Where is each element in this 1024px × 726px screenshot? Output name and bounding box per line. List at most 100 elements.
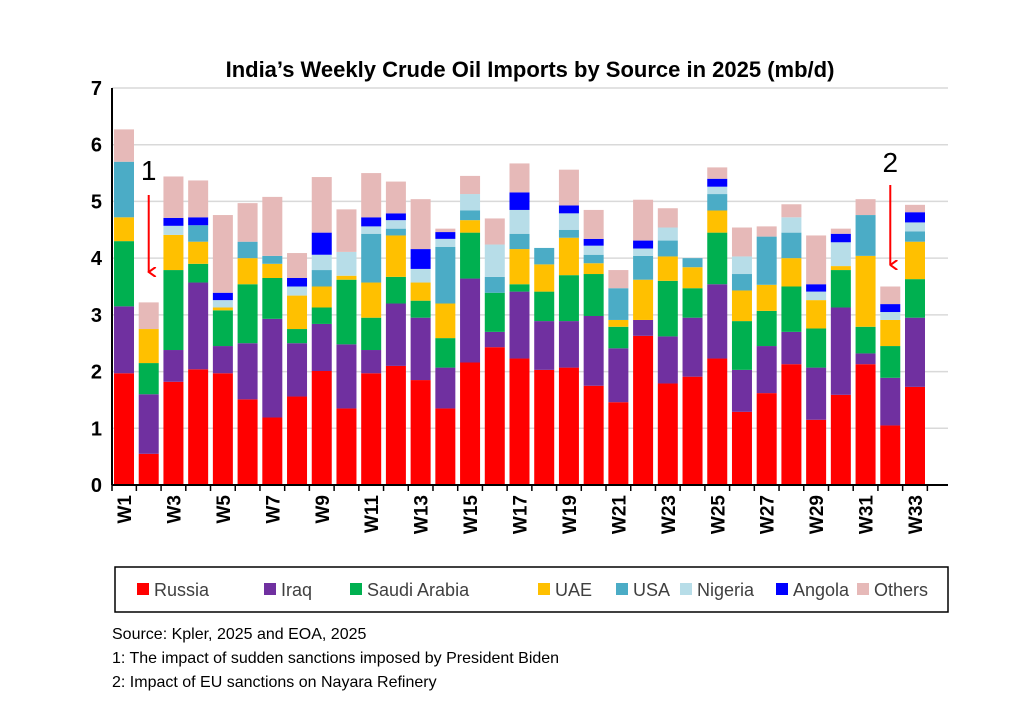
bar-segment-russia (633, 335, 654, 485)
bar-segment-others (731, 227, 752, 257)
y-tick-label: 5 (91, 191, 102, 213)
bar-segment-russia (311, 371, 332, 485)
bar-stack-W2 (138, 302, 159, 485)
bar-segment-russia (682, 376, 703, 485)
bar-segment-saudi-arabia (212, 310, 233, 347)
bar-segment-usa (484, 276, 505, 293)
bar-stack-W31 (855, 199, 876, 485)
bar-segment-uae (608, 319, 629, 327)
bar-segment-iraq (608, 348, 629, 403)
bar-segment-russia (212, 373, 233, 485)
x-tick-label: W27 (758, 495, 779, 534)
bar-segment-uae (657, 256, 678, 281)
x-tick-label: W3 (164, 495, 185, 524)
bar-segment-iraq (435, 367, 456, 409)
bar-stack-W11 (361, 173, 382, 485)
bar-segment-nigeria (212, 300, 233, 308)
bar-segment-saudi-arabia (311, 307, 332, 324)
x-tick-label: W23 (659, 495, 680, 534)
bar-segment-angola (311, 232, 332, 255)
bar-segment-usa (608, 288, 629, 320)
bar-segment-russia (806, 419, 827, 485)
legend-item-russia: Russia (137, 580, 210, 600)
bar-segment-saudi-arabia (410, 300, 431, 318)
bar-stack-W25 (707, 167, 728, 485)
bar-segment-others (608, 270, 629, 289)
bar-segment-russia (385, 365, 406, 485)
bar-segment-saudi-arabia (731, 321, 752, 370)
bar-segment-iraq (509, 291, 530, 359)
bar-segment-saudi-arabia (558, 275, 579, 322)
bar-segment-usa (855, 215, 876, 256)
bar-segment-uae (558, 237, 579, 276)
y-tick-label: 6 (91, 135, 102, 157)
bar-segment-russia (163, 381, 184, 485)
bar-segment-nigeria (460, 194, 481, 211)
bar-segment-uae (188, 241, 209, 264)
bar-segment-nigeria (558, 213, 579, 230)
bar-segment-uae (138, 329, 159, 364)
bar-segment-usa (509, 233, 530, 250)
bar-segment-angola (633, 240, 654, 249)
legend-swatch (264, 583, 276, 595)
bar-stack-W22 (633, 199, 654, 485)
bar-segment-russia (657, 383, 678, 485)
bar-segment-others (385, 181, 406, 214)
bar-segment-usa (534, 247, 555, 265)
bar-stack-W10 (336, 209, 357, 485)
bar-segment-angola (830, 233, 851, 243)
bar-segment-uae (855, 255, 876, 327)
bar-segment-saudi-arabia (287, 329, 308, 344)
bar-segment-uae (880, 319, 901, 347)
bar-segment-iraq (583, 315, 604, 386)
bar-segment-others (657, 208, 678, 228)
legend-swatch (680, 583, 692, 595)
bar-segment-iraq (188, 282, 209, 370)
bar-segment-iraq (830, 307, 851, 395)
bar-segment-angola (806, 284, 827, 292)
legend-box (114, 566, 949, 613)
bar-segment-others (880, 286, 901, 305)
bar-segment-usa (583, 254, 604, 264)
bar-segment-angola (905, 212, 925, 223)
bar-segment-russia (188, 369, 209, 485)
legend-item-iraq: Iraq (264, 580, 312, 600)
bar-segment-iraq (237, 343, 258, 400)
bar-segment-angola (361, 217, 382, 227)
bar-segment-nigeria (707, 186, 728, 195)
legend-item-others: Others (857, 580, 928, 600)
bar-segment-saudi-arabia (262, 277, 283, 319)
bar-segment-uae (756, 284, 777, 311)
bar-segment-saudi-arabia (435, 338, 456, 368)
bar-segment-uae (905, 241, 925, 280)
annotation-label: 1 (141, 155, 157, 186)
bar-segment-iraq (484, 331, 505, 348)
x-tick-label: W15 (461, 495, 482, 535)
bar-segment-nigeria (336, 251, 357, 276)
bar-stack-W18 (534, 247, 555, 485)
bar-segment-usa (114, 161, 134, 218)
x-axis-ticks: W1 W3 W5 W7 W9 W11 W13 W15 W17 W19 W21 W23 W25 W27 W29… (111, 485, 929, 535)
bar-stack-W20 (583, 209, 604, 485)
bar-segment-nigeria (880, 312, 901, 320)
bar-segment-russia (336, 408, 357, 485)
y-tick-label: 0 (91, 475, 102, 497)
bar-segment-russia (707, 358, 728, 485)
legend-item-uae: UAE (538, 580, 592, 600)
bar-segment-iraq (385, 303, 406, 366)
bar-segment-nigeria (163, 225, 184, 235)
bar-segment-iraq (114, 306, 134, 374)
bar-segment-iraq (707, 284, 728, 359)
bar-segment-saudi-arabia (707, 232, 728, 285)
bar-segment-saudi-arabia (484, 292, 505, 332)
legend-item-nigeria: Nigeria (680, 580, 755, 600)
legend-label: Iraq (281, 580, 312, 600)
bar-segment-others (905, 204, 925, 213)
x-tick-label: W1 (115, 495, 136, 524)
bar-segment-russia (731, 411, 752, 485)
axes (111, 88, 948, 486)
bar-segment-russia (237, 399, 258, 485)
bar-segment-uae (806, 300, 827, 329)
